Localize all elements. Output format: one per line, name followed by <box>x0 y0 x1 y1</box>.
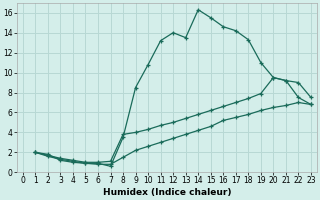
X-axis label: Humidex (Indice chaleur): Humidex (Indice chaleur) <box>103 188 231 197</box>
